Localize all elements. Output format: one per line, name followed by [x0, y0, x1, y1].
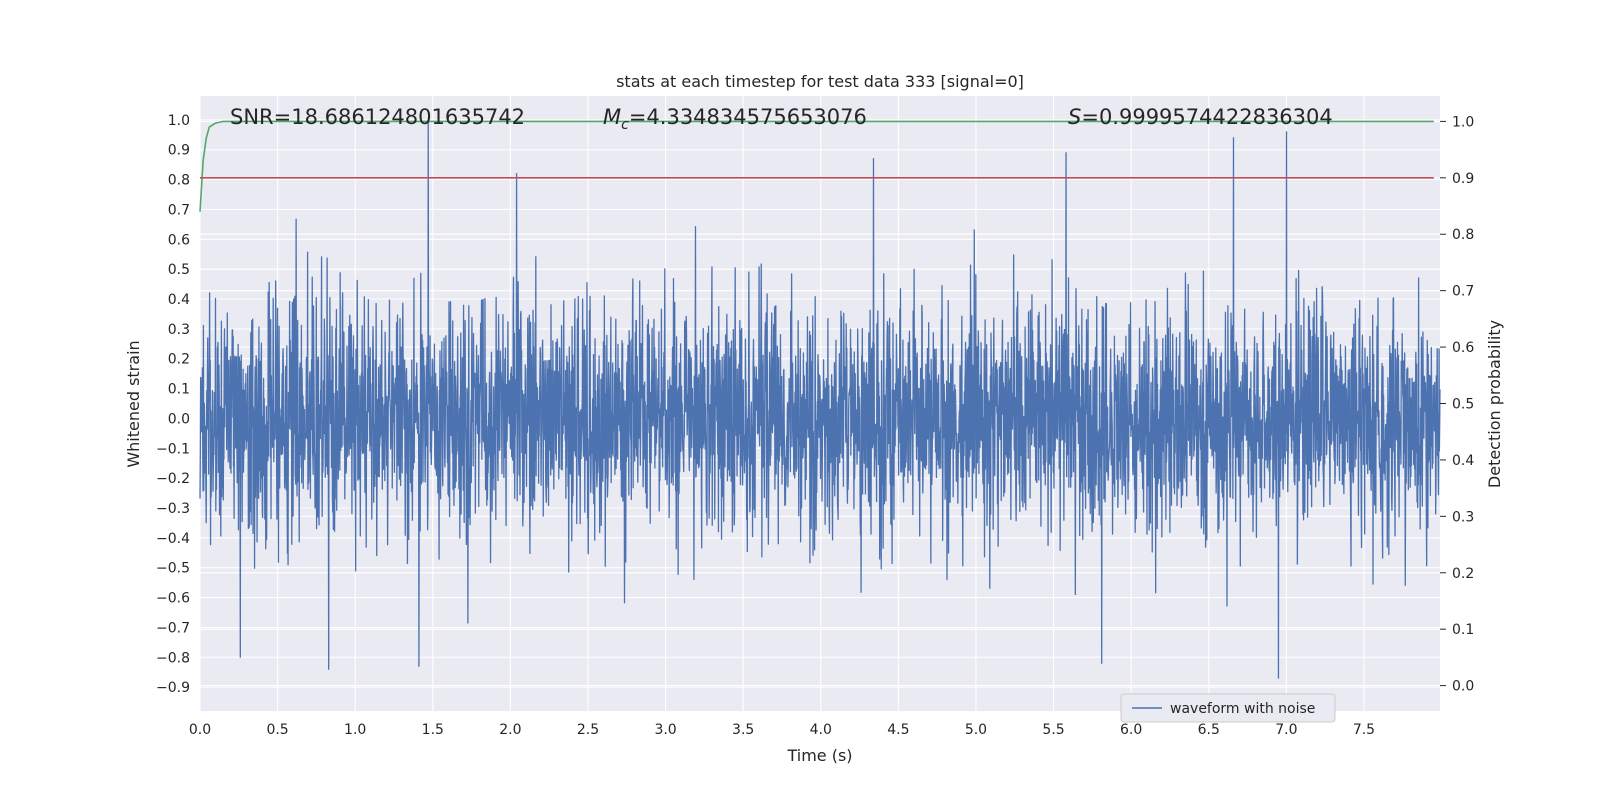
y-tick-label: −0.4 — [156, 531, 190, 547]
waveform-series — [199, 119, 1441, 679]
snr-annotation: SNR=18.686124801635742 — [230, 105, 525, 129]
chirp-mass-value: =4.334834575653076 — [629, 105, 867, 129]
x-tick-label: 6.0 — [1120, 722, 1142, 738]
legend-label: waveform with noise — [1170, 701, 1315, 717]
y-tick-label: 0.5 — [168, 262, 190, 278]
x-tick-label: 4.0 — [810, 722, 832, 738]
y-tick-label: −0.8 — [156, 650, 190, 666]
score-annotation: S=0.9999574422836304 — [1068, 105, 1333, 129]
x-tick-label: 7.0 — [1275, 722, 1297, 738]
right-y-tick-label: 0.1 — [1452, 622, 1474, 638]
right-y-tick-label: 1.0 — [1452, 114, 1474, 130]
y-tick-label: 0.0 — [168, 411, 190, 427]
y-tick-label: 0.1 — [168, 382, 190, 398]
x-axis-ticks: 0.0 0.5 1.0 1.5 2.0 2.5 3.0 3.5 4.0 4.5 5.0 5.5 6.0 6… — [189, 722, 1375, 738]
right-y-tick-label: 0.2 — [1452, 566, 1474, 582]
x-tick-label: 6.5 — [1198, 722, 1220, 738]
x-tick-label: 7.5 — [1353, 722, 1375, 738]
x-tick-label: 2.0 — [499, 722, 521, 738]
x-tick-label: 0.5 — [266, 722, 288, 738]
x-tick-label: 3.0 — [654, 722, 676, 738]
x-tick-label: 1.5 — [422, 722, 444, 738]
y-tick-label: 0.7 — [168, 202, 190, 218]
x-tick-label: 2.5 — [577, 722, 599, 738]
right-y-axis-ticks: 1.0 0.9 0.8 0.7 0.6 0.5 0.4 0.3 0.2 0.1 0.0 — [1440, 114, 1474, 695]
chart-title: stats at each timestep for test data 333… — [616, 72, 1024, 91]
right-y-tick-label: 0.4 — [1452, 453, 1474, 469]
y-tick-label: −0.6 — [156, 591, 190, 607]
y-tick-label: 0.8 — [168, 173, 190, 189]
x-tick-label: 4.5 — [887, 722, 909, 738]
right-axis-series — [199, 120, 1434, 212]
y-tick-label: −0.5 — [156, 561, 190, 577]
chirp-mass-annotation: Mc=4.334834575653076 — [603, 105, 867, 133]
y-tick-label: −0.2 — [156, 471, 190, 487]
y-tick-label: −0.9 — [156, 680, 190, 696]
y-tick-label: 0.3 — [168, 322, 190, 338]
waveform-line — [199, 119, 1441, 679]
x-tick-label: 5.5 — [1042, 722, 1064, 738]
y-tick-label: −0.1 — [156, 441, 190, 457]
y-axis-label: Whitened strain — [124, 340, 143, 467]
chirp-mass-subscript: c — [621, 117, 629, 133]
right-y-tick-label: 0.3 — [1452, 509, 1474, 525]
x-tick-label: 5.0 — [965, 722, 987, 738]
score-value: =0.9999574422836304 — [1081, 105, 1332, 129]
y-tick-label: 0.4 — [168, 292, 190, 308]
chirp-mass-symbol: M — [603, 105, 621, 129]
y-tick-label: 0.6 — [168, 232, 190, 248]
x-axis-label: Time (s) — [786, 746, 852, 765]
x-tick-label: 0.0 — [189, 722, 211, 738]
y-tick-label: 1.0 — [168, 113, 190, 129]
score-symbol: S — [1068, 105, 1081, 129]
right-y-tick-label: 0.9 — [1452, 171, 1474, 187]
y-tick-label: −0.7 — [156, 620, 190, 636]
detection-probability-line — [199, 120, 1434, 212]
right-y-tick-label: 0.7 — [1452, 284, 1474, 300]
x-tick-label: 1.0 — [344, 722, 366, 738]
y-tick-label: 0.9 — [168, 143, 190, 159]
right-y-tick-label: 0.6 — [1452, 340, 1474, 356]
right-y-axis-label: Detection probability — [1485, 320, 1504, 488]
legend: waveform with noise — [1120, 693, 1336, 723]
right-y-tick-label: 0.5 — [1452, 397, 1474, 413]
right-y-tick-label: 0.8 — [1452, 227, 1474, 243]
y-axis-ticks: 1.0 0.9 0.8 0.7 0.6 0.5 0.4 0.3 0.2 0.1 0.0 −0.1 −0.… — [156, 113, 190, 696]
right-y-tick-label: 0.0 — [1452, 679, 1474, 695]
y-tick-label: −0.3 — [156, 501, 190, 517]
legend-box — [1120, 693, 1336, 723]
y-tick-label: 0.2 — [168, 352, 190, 368]
x-tick-label: 3.5 — [732, 722, 754, 738]
